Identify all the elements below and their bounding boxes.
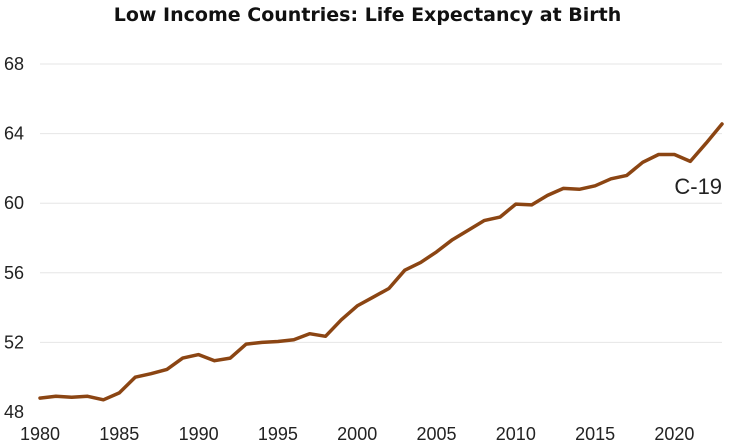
x-tick-label-2010: 2010 <box>496 424 536 444</box>
x-axis-tick-labels: 1980 1985 1990 1995 2000 2005 2010 2015 2020 <box>20 424 694 444</box>
annotation-0: C-19 <box>674 174 722 199</box>
x-tick-label-2005: 2005 <box>416 424 456 444</box>
y-tick-label-52: 52 <box>4 332 24 352</box>
y-tick-label-56: 56 <box>4 263 24 283</box>
y-tick-label-68: 68 <box>4 54 24 74</box>
series-line-0 <box>38 122 724 402</box>
y-tick-label-60: 60 <box>4 193 24 213</box>
x-tick-label-2015: 2015 <box>575 424 615 444</box>
chart-title: Low Income Countries: Life Expectancy at… <box>113 4 622 26</box>
x-tick-label-1980: 1980 <box>20 424 60 444</box>
series-layer <box>38 122 724 402</box>
y-axis-tick-labels: 48 52 56 60 64 68 <box>4 54 24 422</box>
y-tick-label-64: 64 <box>4 124 24 144</box>
gridlines <box>40 63 722 343</box>
x-tick-label-2020: 2020 <box>654 424 694 444</box>
annotations: C-19 <box>674 174 722 199</box>
y-tick-label-48: 48 <box>4 402 24 422</box>
x-tick-label-1985: 1985 <box>99 424 139 444</box>
x-tick-label-2000: 2000 <box>337 424 377 444</box>
x-tick-label-1990: 1990 <box>179 424 219 444</box>
x-tick-label-1995: 1995 <box>258 424 298 444</box>
